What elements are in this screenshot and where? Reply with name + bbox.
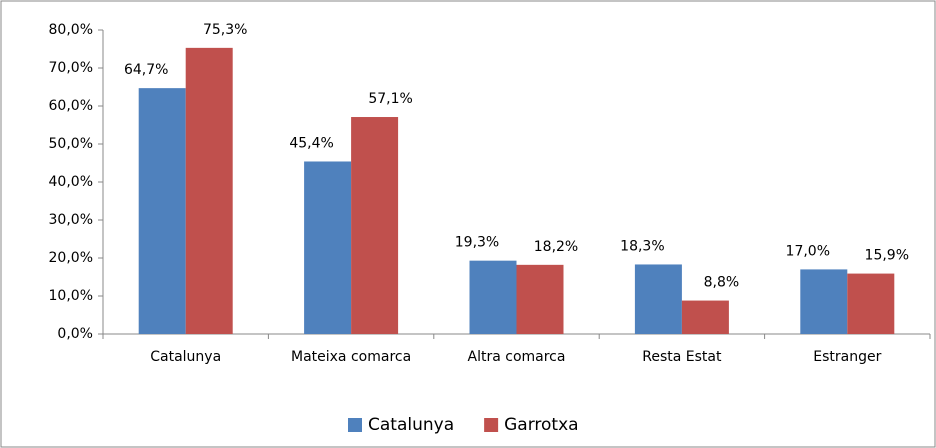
legend-label: Catalunya [368, 415, 454, 435]
y-tick-label: 30,0% [49, 212, 93, 228]
x-tick-label: Catalunya [150, 349, 222, 365]
bar [351, 117, 399, 335]
data-label: 18,3% [620, 238, 664, 254]
x-tick-label: Resta Estat [642, 349, 722, 365]
x-tick-label: Mateixa comarca [291, 349, 412, 365]
data-label: 45,4% [289, 135, 333, 151]
data-label: 18,2% [534, 239, 578, 255]
data-label: 17,0% [786, 243, 830, 259]
data-label: 8,8% [704, 275, 740, 291]
bar [185, 47, 233, 335]
y-tick-label: 40,0% [49, 174, 93, 190]
legend-swatch [484, 418, 499, 432]
y-tick-label: 10,0% [49, 288, 93, 304]
bar [469, 260, 517, 334]
data-label: 19,3% [455, 235, 499, 251]
bar [634, 264, 682, 334]
bar [681, 300, 729, 334]
y-tick-label: 70,0% [49, 60, 93, 76]
x-tick-label: Estranger [813, 349, 882, 365]
bar [138, 88, 186, 334]
bar [800, 269, 848, 334]
legend-swatch [348, 418, 362, 432]
y-tick-label: 80,0% [49, 22, 93, 38]
bar [516, 264, 564, 334]
x-tick-label: Altra comarca [467, 349, 566, 365]
bar [304, 161, 352, 334]
legend-label: Garrotxa [504, 415, 578, 435]
data-label: 75,3% [203, 22, 247, 38]
y-tick-label: 50,0% [49, 136, 93, 152]
data-label: 64,7% [124, 62, 168, 78]
y-tick-label: 20,0% [49, 250, 93, 266]
bar [847, 273, 895, 334]
data-label: 15,9% [865, 248, 909, 264]
y-tick-label: 60,0% [49, 98, 93, 114]
data-label: 57,1% [368, 91, 412, 107]
y-tick-label: 0,0% [57, 326, 93, 342]
